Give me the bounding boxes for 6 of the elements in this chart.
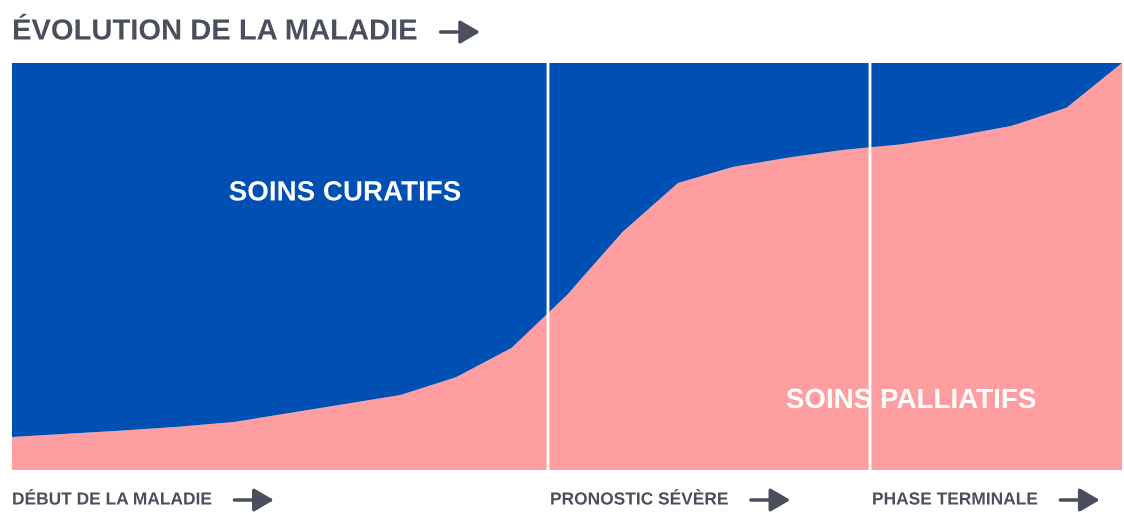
text: DÉBUT DE LA MALADIE: [13, 489, 212, 505]
series-label: SOINS PALLIATIFS: [786, 388, 1036, 409]
series-label: SOINS CURATIFS: [229, 181, 461, 201]
text: PHASE TERMINALE: [873, 492, 1038, 505]
text: PRONOSTIC SÉVÈRE: [551, 489, 728, 505]
chart-title: ÉVOLUTION DE LA MALADIE: [13, 13, 417, 40]
